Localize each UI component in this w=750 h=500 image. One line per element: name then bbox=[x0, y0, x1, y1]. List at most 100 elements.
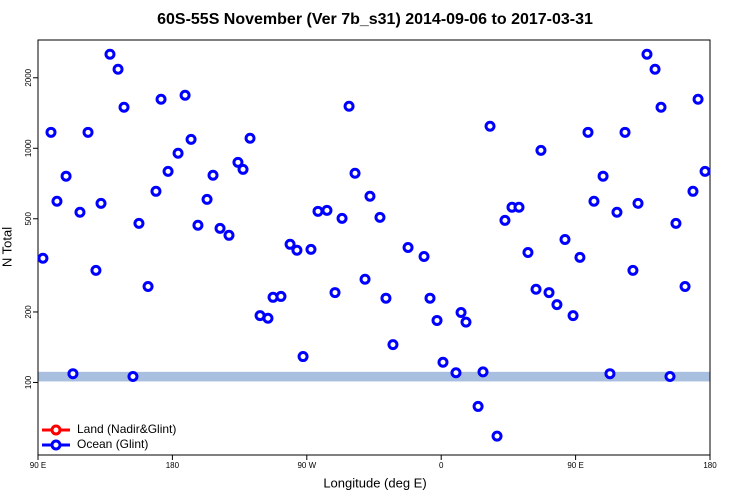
x-tick-label: 180 bbox=[703, 461, 717, 470]
point bbox=[472, 400, 484, 412]
point bbox=[649, 63, 661, 75]
point bbox=[297, 351, 309, 363]
point bbox=[74, 206, 86, 218]
point bbox=[431, 314, 443, 326]
point bbox=[67, 368, 79, 380]
point bbox=[284, 238, 296, 250]
point bbox=[207, 169, 219, 181]
point bbox=[244, 132, 256, 144]
point bbox=[418, 251, 430, 263]
reference-band bbox=[38, 371, 710, 382]
point bbox=[513, 201, 525, 213]
y-tick-label: 200 bbox=[24, 305, 33, 319]
point bbox=[162, 165, 174, 177]
point bbox=[627, 264, 639, 276]
point bbox=[232, 156, 244, 168]
point bbox=[262, 312, 274, 324]
point bbox=[104, 48, 116, 60]
chart-title: 60S-55S November (Ver 7b_s31) 2014-09-06… bbox=[157, 11, 593, 28]
point bbox=[484, 120, 496, 132]
point bbox=[179, 89, 191, 101]
point bbox=[402, 241, 414, 253]
point bbox=[679, 280, 691, 292]
point bbox=[37, 252, 49, 264]
point bbox=[655, 101, 667, 113]
point bbox=[491, 430, 503, 442]
point bbox=[574, 251, 586, 263]
x-tick-label: 180 bbox=[166, 461, 180, 470]
point bbox=[185, 133, 197, 145]
point bbox=[45, 126, 57, 138]
legend-label: Land (Nadir&Glint) bbox=[77, 422, 176, 436]
point bbox=[460, 316, 472, 328]
point bbox=[387, 339, 399, 351]
point bbox=[275, 290, 287, 302]
point bbox=[687, 185, 699, 197]
point bbox=[150, 185, 162, 197]
point bbox=[155, 93, 167, 105]
point bbox=[551, 299, 563, 311]
point bbox=[522, 246, 534, 258]
x-tick-label: 90 E bbox=[567, 461, 583, 470]
point bbox=[51, 195, 63, 207]
point bbox=[535, 144, 547, 156]
legend-marker bbox=[50, 424, 62, 436]
point bbox=[364, 190, 376, 202]
point bbox=[95, 197, 107, 209]
point bbox=[142, 280, 154, 292]
point bbox=[201, 193, 213, 205]
point bbox=[424, 292, 436, 304]
x-axis-label: Longitude (deg E) bbox=[323, 475, 426, 490]
point bbox=[343, 100, 355, 112]
point bbox=[530, 283, 542, 295]
point bbox=[450, 367, 462, 379]
point bbox=[567, 310, 579, 322]
y-axis-label: N Total bbox=[0, 227, 14, 267]
x-tick-label: 90 E bbox=[30, 461, 46, 470]
point bbox=[597, 170, 609, 182]
point bbox=[312, 205, 324, 217]
point bbox=[374, 211, 386, 223]
point bbox=[223, 229, 235, 241]
point bbox=[329, 287, 341, 299]
point bbox=[582, 126, 594, 138]
point bbox=[127, 371, 139, 383]
y-tick-label: 500 bbox=[24, 212, 33, 226]
point bbox=[611, 206, 623, 218]
point bbox=[60, 170, 72, 182]
point bbox=[321, 204, 333, 216]
point bbox=[118, 101, 130, 113]
point bbox=[641, 48, 653, 60]
y-tick-label: 2000 bbox=[24, 68, 33, 86]
point bbox=[692, 93, 704, 105]
y-tick-label: 1000 bbox=[24, 139, 33, 157]
point bbox=[604, 368, 616, 380]
y-tick-label: 100 bbox=[24, 375, 33, 389]
legend-label: Ocean (Glint) bbox=[77, 437, 148, 451]
point bbox=[237, 163, 249, 175]
point bbox=[336, 212, 348, 224]
point bbox=[477, 366, 489, 378]
point bbox=[437, 356, 449, 368]
point bbox=[305, 243, 317, 255]
point bbox=[619, 126, 631, 138]
point bbox=[90, 264, 102, 276]
point bbox=[632, 197, 644, 209]
point bbox=[664, 371, 676, 383]
point bbox=[380, 292, 392, 304]
x-tick-label: 0 bbox=[439, 461, 444, 470]
point bbox=[359, 273, 371, 285]
point bbox=[499, 214, 511, 226]
point bbox=[192, 219, 204, 231]
x-tick-label: 90 W bbox=[297, 461, 316, 470]
point bbox=[455, 306, 467, 318]
point bbox=[349, 167, 361, 179]
point bbox=[543, 287, 555, 299]
point bbox=[588, 195, 600, 207]
point bbox=[559, 233, 571, 245]
legend-marker bbox=[50, 439, 62, 451]
point bbox=[133, 217, 145, 229]
point bbox=[112, 63, 124, 75]
point bbox=[82, 126, 94, 138]
